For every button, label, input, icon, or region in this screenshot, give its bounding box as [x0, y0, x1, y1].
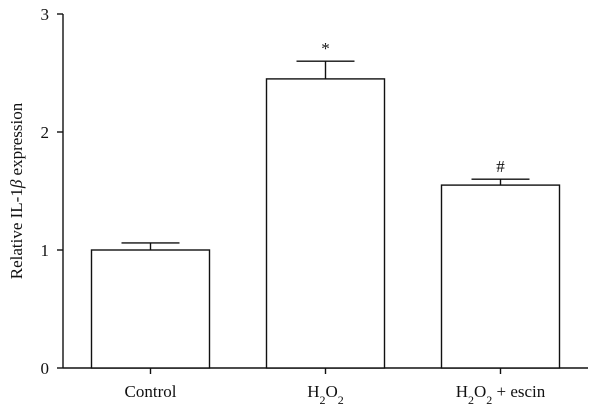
significance-marker-2: # — [496, 157, 505, 176]
y-tick-label: 1 — [41, 241, 50, 260]
x-tick-label-1: H2O2 — [307, 382, 344, 407]
bar-2 — [440, 184, 561, 369]
bar-0 — [90, 249, 211, 369]
x-tick-label-2: H2O2 + escin — [456, 382, 546, 407]
y-tick-label: 0 — [41, 359, 50, 378]
x-tick-label-0: Control — [125, 382, 177, 401]
significance-marker-1: * — [321, 39, 330, 58]
bar-1 — [265, 78, 386, 369]
plot-area: 0 1 2 3 Relative IL-1β expression Control * H2O… — [7, 5, 588, 407]
y-axis-title: Relative IL-1β expression — [7, 102, 26, 279]
y-tick-label: 3 — [41, 5, 50, 24]
y-tick-label: 2 — [41, 123, 50, 142]
